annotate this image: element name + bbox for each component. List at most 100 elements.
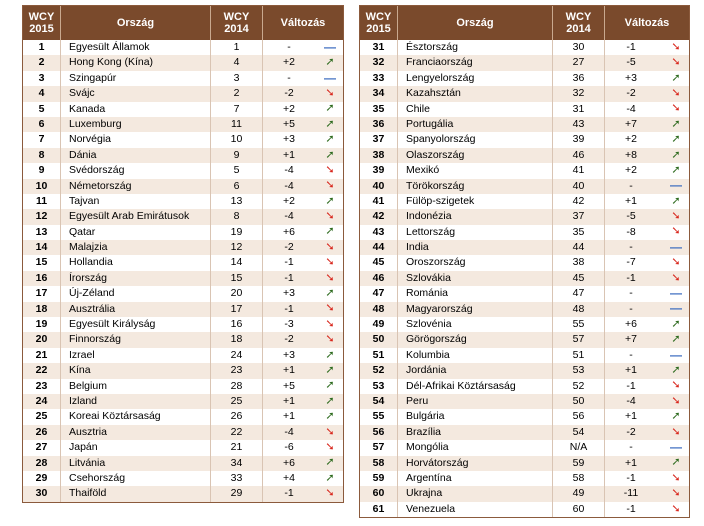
rank-2014: 10 xyxy=(211,132,263,148)
rank-2014: 11 xyxy=(211,116,263,133)
rank-2014: 27 xyxy=(553,55,605,71)
rank-2015: 3 xyxy=(23,70,61,87)
change-value: +7 xyxy=(625,333,637,346)
arrow-down-right-icon: ➘ xyxy=(671,86,681,99)
change-value: -4 xyxy=(284,210,294,223)
table-row: 50 Görögország 57 +7 ➚ xyxy=(360,332,689,348)
arrow-down-right-icon: ➘ xyxy=(671,425,681,438)
table-row: 22 Kína 23 +1 ➚ xyxy=(23,363,343,379)
change-value: - xyxy=(629,302,633,315)
table-row: 36 Portugália 43 +7 ➚ xyxy=(360,116,689,133)
country-name: Egyesült Államok xyxy=(61,40,211,56)
rank-2015: 41 xyxy=(360,193,398,210)
country-name: Indonézia xyxy=(398,209,553,225)
rank-2014: 19 xyxy=(211,224,263,241)
rank-2015: 9 xyxy=(23,163,61,179)
arrow-up-right-icon: ➚ xyxy=(325,364,335,376)
change-cell: +3 ➚ xyxy=(263,348,343,363)
rank-2014: 28 xyxy=(211,378,263,394)
change-cell: -6 ➘ xyxy=(263,440,343,455)
table-row: 25 Koreai Köztársaság 26 +1 ➚ xyxy=(23,409,343,425)
dash-icon: — xyxy=(324,70,336,85)
country-name: Ausztrália xyxy=(61,301,211,318)
country-name: Japán xyxy=(61,440,211,456)
change-value: -2 xyxy=(284,241,294,254)
rank-2015: 49 xyxy=(360,317,398,333)
arrow-up-right-icon: ➚ xyxy=(325,56,335,69)
change-value: +3 xyxy=(283,348,295,361)
rank-2014: 43 xyxy=(553,116,605,133)
rank-2015: 47 xyxy=(360,286,398,302)
table-row: 51 Kolumbia 51- — xyxy=(360,347,689,364)
change-value: -7 xyxy=(626,256,636,269)
table-row: 53 Dél-Afrikai Köztársaság 52 -1 ➘ xyxy=(360,378,689,394)
country-name: Románia xyxy=(398,286,553,302)
change-value: +1 xyxy=(283,410,295,423)
country-name: Csehország xyxy=(61,470,211,487)
header-rank-2014: WCY 2014 xyxy=(553,6,605,40)
arrow-down-right-icon: ➘ xyxy=(325,179,335,192)
arrow-down-right-icon: ➘ xyxy=(671,40,681,53)
arrow-down-right-icon: ➘ xyxy=(325,317,335,330)
rank-2015: 12 xyxy=(23,209,61,225)
country-name: Franciaország xyxy=(398,55,553,71)
table-row: 15 Hollandia 14 -1 ➘ xyxy=(23,255,343,271)
table-row: 10 Németország 6 -4 ➘ xyxy=(23,178,343,194)
rank-2015: 48 xyxy=(360,301,398,318)
change-value: -1 xyxy=(284,256,294,269)
arrow-up-right-icon: ➚ xyxy=(325,117,335,130)
country-name: Hong Kong (Kína) xyxy=(61,55,211,71)
arrow-up-right-icon: ➚ xyxy=(325,348,335,361)
arrow-down-right-icon: ➘ xyxy=(671,471,681,484)
change-cell: +1 ➚ xyxy=(263,148,343,163)
country-name: Mongólia xyxy=(398,440,553,456)
change-cell: -1 ➘ xyxy=(605,502,689,517)
change-value: -2 xyxy=(626,87,636,100)
rank-2014: 24 xyxy=(211,347,263,364)
change-value: -2 xyxy=(284,87,294,100)
rank-2015: 36 xyxy=(360,116,398,133)
change-value: +6 xyxy=(625,318,637,331)
change-value: +7 xyxy=(625,117,637,130)
rank-2015: 22 xyxy=(23,363,61,379)
country-name: Egyesült Királyság xyxy=(61,317,211,333)
arrow-down-right-icon: ➘ xyxy=(325,240,335,253)
change-value: +3 xyxy=(283,133,295,146)
arrow-up-right-icon: ➚ xyxy=(325,133,335,146)
table-row: 55 Bulgária 56 +1 ➚ xyxy=(360,409,689,425)
change-cell: -5 ➘ xyxy=(605,209,689,224)
table-row: 44 India 44- — xyxy=(360,240,689,256)
country-name: Thaiföld xyxy=(61,486,211,502)
change-value: -4 xyxy=(626,394,636,407)
country-name: Olaszország xyxy=(398,147,553,164)
change-cell: +1 ➚ xyxy=(263,363,343,378)
change-cell: +2 ➚ xyxy=(263,194,343,209)
change-cell: -2 ➘ xyxy=(263,332,343,347)
rank-2014: 16 xyxy=(211,317,263,333)
rank-2015: 39 xyxy=(360,163,398,179)
change-cell: -2 ➘ xyxy=(263,240,343,255)
rank-2014: 35 xyxy=(553,224,605,241)
change-cell: +5 ➚ xyxy=(263,379,343,394)
arrow-up-right-icon: ➚ xyxy=(325,287,335,300)
table-row: 31 Észtország 30 -1 ➘ xyxy=(360,40,689,56)
rank-2015: 55 xyxy=(360,409,398,425)
table-row: 4 Svájc 2 -2 ➘ xyxy=(23,86,343,102)
rank-2014: 15 xyxy=(211,270,263,287)
rank-2015: 50 xyxy=(360,332,398,348)
dash-icon: — xyxy=(670,440,682,454)
table-row: 33 Lengyelország 36 +3 ➚ xyxy=(360,70,689,87)
change-value: -1 xyxy=(626,379,636,392)
rank-2015: 51 xyxy=(360,347,398,364)
arrow-up-right-icon: ➚ xyxy=(671,364,681,376)
table-header: WCY 2015 Ország WCY 2014 Változás xyxy=(360,6,689,40)
country-name: Chile xyxy=(398,101,553,117)
country-name: Új-Zéland xyxy=(61,286,211,302)
country-name: Svédország xyxy=(61,163,211,179)
change-value: +8 xyxy=(625,148,637,161)
table-row: 37 Spanyolország 39 +2 ➚ xyxy=(360,132,689,148)
rank-2015: 56 xyxy=(360,424,398,441)
table-row: 28 Litvánia 34 +6 ➚ xyxy=(23,455,343,471)
arrow-up-right-icon: ➚ xyxy=(325,102,335,115)
change-value: -2 xyxy=(284,333,294,346)
